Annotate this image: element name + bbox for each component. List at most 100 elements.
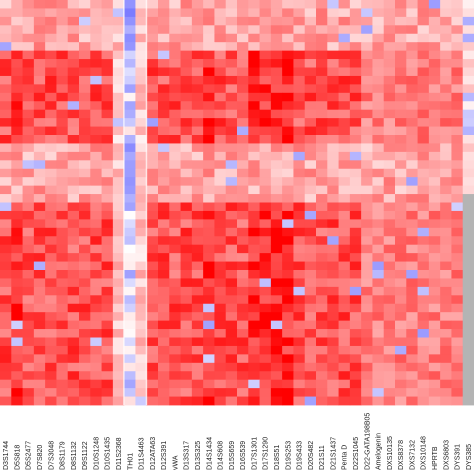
heatmap-cell [282,50,294,60]
heatmap-cell [22,92,35,102]
heatmap-cell [361,67,373,77]
heatmap-cell [79,303,91,313]
heatmap-cell [203,371,215,381]
heatmap-cell [451,185,464,195]
heatmap-cell [67,236,80,246]
heatmap-cell [214,16,227,26]
heatmap-cell [56,295,69,305]
heatmap-cell [203,67,215,77]
heatmap-cell [56,286,69,296]
heatmap-cell [237,388,249,397]
heatmap-cell [79,396,91,406]
heatmap-cell [112,354,125,364]
heatmap-cell [270,59,283,68]
heatmap-cell [338,270,351,279]
heatmap-cell [316,168,328,178]
heatmap-cell [22,278,35,288]
heatmap-cell [101,270,114,279]
heatmap-cell [270,286,283,296]
heatmap-cell [191,202,204,212]
x-tick-label: D17S1301 [251,437,258,470]
heatmap-cell [440,75,452,85]
heatmap-cell [124,286,136,296]
heatmap-cell [428,278,441,288]
heatmap-cell [56,261,69,271]
heatmap-cell [428,101,441,111]
heatmap-cell [180,160,193,170]
heatmap-cell [0,244,12,254]
heatmap-cell [237,67,249,77]
heatmap-cell [90,8,102,18]
heatmap-cell [158,202,170,212]
heatmap-cell [33,303,46,313]
heatmap-cell [67,396,80,406]
heatmap-cell [158,210,170,220]
heatmap-cell [112,345,125,355]
heatmap-cell [135,168,148,178]
heatmap-cell [101,42,114,52]
heatmap-cell [135,177,148,187]
heatmap-cell [191,244,204,254]
heatmap-cell [180,227,193,237]
heatmap-cell [180,312,193,322]
heatmap-cell [203,33,215,43]
heatmap-cell [22,219,35,229]
heatmap-cell [180,253,193,262]
heatmap-cell [56,84,69,94]
x-tick-label: DXS6803 [443,440,450,470]
heatmap-cell [417,84,430,94]
heatmap-cell [11,337,23,347]
heatmap-cell [293,388,306,397]
heatmap-cell [67,67,80,77]
heatmap-cell [112,33,125,43]
heatmap-cell [372,42,385,52]
heatmap-cell [45,244,57,254]
heatmap-cell [417,42,430,52]
heatmap-cell [90,345,102,355]
heatmap-cell [349,303,362,313]
heatmap-cell [327,396,339,406]
heatmap-cell [248,312,260,322]
heatmap-cell [361,185,373,195]
heatmap-cell [349,59,362,68]
heatmap-cell [316,210,328,220]
heatmap-cell [101,354,114,364]
heatmap-cell [349,337,362,347]
heatmap-cell [90,261,102,271]
heatmap-cell [45,286,57,296]
heatmap-cell [304,101,317,111]
heatmap-cell [316,312,328,322]
heatmap-cell [214,202,227,212]
heatmap-cell [304,227,317,237]
heatmap-cell [293,396,306,406]
heatmap-cell [395,33,407,43]
heatmap-cell [293,84,306,94]
heatmap-cell [124,337,136,347]
heatmap-cell [417,118,430,127]
heatmap-cell [361,329,373,338]
heatmap-cell [451,345,464,355]
x-tick-label: D21S11 [319,445,326,470]
heatmap-cell [90,109,102,119]
heatmap-cell [304,126,317,136]
heatmap-cell [440,168,452,178]
heatmap-cell [158,143,170,153]
heatmap-cell [11,160,23,170]
heatmap-cell [248,236,260,246]
heatmap-cell [11,210,23,220]
heatmap-cell [237,244,249,254]
heatmap-cell [67,253,80,262]
heatmap-cell [56,8,69,18]
heatmap-cell [237,50,249,60]
heatmap-cell [158,236,170,246]
heatmap-cell [372,396,385,406]
heatmap-cell [304,303,317,313]
heatmap-cell [428,168,441,178]
heatmap-cell [11,0,23,9]
heatmap-cell [203,151,215,161]
heatmap-cell [79,312,91,322]
x-tick-label: Penta D [342,445,349,470]
heatmap-cell [11,202,23,212]
heatmap-cell [406,236,418,246]
heatmap-cell [33,362,46,372]
